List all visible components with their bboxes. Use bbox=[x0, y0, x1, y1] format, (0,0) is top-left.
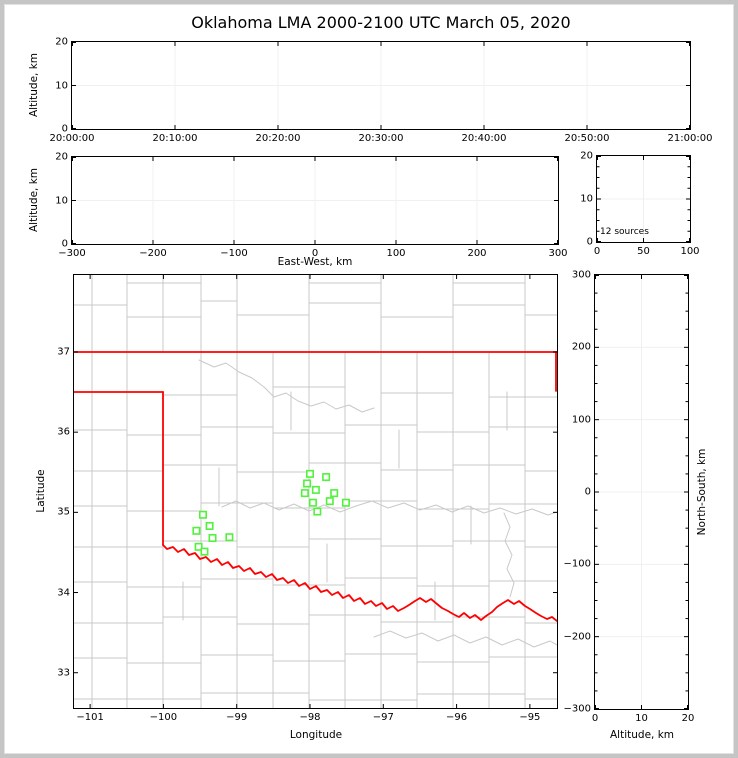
lma-station-marker bbox=[308, 498, 317, 507]
panel-altitude-eastwest bbox=[71, 156, 559, 245]
tick-label: 0 bbox=[593, 246, 601, 257]
tick-label: 20:30:00 bbox=[358, 133, 404, 144]
lma-station-marker bbox=[300, 489, 309, 498]
tick-label: 100 bbox=[386, 248, 406, 259]
tick-label: −100 bbox=[220, 248, 248, 259]
tick-label: −100 bbox=[149, 712, 178, 723]
tick-label: −300 bbox=[563, 703, 591, 715]
tick-label: −95 bbox=[519, 712, 541, 723]
tick-label: −100 bbox=[563, 558, 591, 570]
tick-label: −200 bbox=[563, 630, 591, 642]
tick-label: 10 bbox=[55, 79, 68, 91]
axis-label-altitude-bottom: Altitude, km bbox=[609, 729, 675, 741]
tick-label: 0 bbox=[61, 123, 68, 135]
tick-label: 300 bbox=[548, 248, 568, 259]
tick-label: 0 bbox=[61, 238, 68, 250]
tick-label: 20 bbox=[580, 150, 593, 162]
tick-label: 0 bbox=[311, 248, 319, 259]
tick-label: 100 bbox=[680, 246, 700, 257]
source-count-annotation: 12 sources bbox=[600, 227, 649, 237]
tick-label: −99 bbox=[226, 712, 248, 723]
panel-altitude-time bbox=[71, 41, 691, 130]
river-line bbox=[503, 512, 515, 598]
tick-label: 20:00:00 bbox=[49, 133, 95, 144]
lma-station-marker bbox=[194, 542, 203, 551]
lma-station-marker bbox=[306, 469, 315, 478]
tick-label: −300 bbox=[58, 248, 86, 259]
figure-title: Oklahoma LMA 2000-2100 UTC March 05, 202… bbox=[191, 13, 571, 32]
tick-label: 34 bbox=[57, 586, 70, 598]
lma-station-marker bbox=[225, 533, 234, 542]
panel-northsouth-altitude bbox=[594, 274, 689, 710]
lma-station-marker bbox=[341, 498, 350, 507]
ns_height-plot-canvas bbox=[595, 275, 688, 709]
tick-label: 300 bbox=[571, 269, 591, 281]
lma-station-marker bbox=[311, 485, 320, 494]
tick-label: 20:40:00 bbox=[461, 133, 507, 144]
tick-label: 50 bbox=[637, 246, 650, 257]
plan_view-plot-canvas bbox=[74, 275, 557, 708]
tick-label: 20 bbox=[55, 36, 68, 48]
state-border-red-river bbox=[162, 544, 557, 622]
tick-label: −96 bbox=[446, 712, 468, 723]
tick-label: 200 bbox=[467, 248, 487, 259]
river-line bbox=[373, 630, 557, 648]
tick-label: 10 bbox=[55, 194, 68, 206]
lma-station-marker bbox=[198, 510, 207, 519]
tick-label: 10 bbox=[635, 713, 648, 724]
river-line bbox=[198, 359, 375, 413]
tick-label: −101 bbox=[76, 712, 104, 723]
lma-station-marker bbox=[200, 547, 209, 556]
tick-label: 33 bbox=[57, 666, 70, 678]
tick-label: 20 bbox=[681, 713, 695, 724]
tick-label: 21:00:00 bbox=[667, 133, 713, 144]
axis-label-northsouth: North-South, km bbox=[696, 448, 708, 536]
tick-label: 0 bbox=[586, 236, 593, 248]
lma-station-marker bbox=[313, 507, 322, 516]
tick-label: 0 bbox=[591, 713, 599, 724]
tick-label: 36 bbox=[57, 426, 70, 438]
tick-label: −97 bbox=[372, 712, 394, 723]
lma-station-marker bbox=[325, 497, 334, 506]
lma-station-marker bbox=[205, 521, 214, 530]
histogram-plot-canvas bbox=[597, 156, 690, 242]
tick-label: −200 bbox=[139, 248, 167, 259]
axis-label-eastwest: East-West, km bbox=[277, 256, 353, 268]
lma-station-marker bbox=[208, 534, 217, 543]
panel-source-histogram bbox=[596, 155, 691, 243]
tick-label: 20 bbox=[55, 151, 68, 163]
lma-station-marker bbox=[192, 526, 201, 535]
axis-label-longitude: Longitude bbox=[289, 729, 343, 741]
lma-station-marker bbox=[322, 473, 331, 482]
tick-label: 20:20:00 bbox=[255, 133, 301, 144]
tick-label: 35 bbox=[57, 506, 70, 518]
tick-label: −98 bbox=[299, 712, 321, 723]
tick-label: 0 bbox=[584, 486, 591, 498]
river-line bbox=[221, 500, 557, 516]
time_height-plot-canvas bbox=[72, 42, 690, 129]
lma-station-marker bbox=[303, 479, 312, 488]
tick-label: 20:10:00 bbox=[152, 133, 198, 144]
tick-label: 10 bbox=[580, 193, 593, 205]
panel-plan-view-map bbox=[73, 274, 558, 709]
tick-label: 200 bbox=[571, 341, 591, 353]
lma-station-marker bbox=[330, 489, 339, 498]
tick-label: 100 bbox=[571, 413, 591, 425]
tick-label: 20:50:00 bbox=[564, 133, 610, 144]
ew_height-plot-canvas bbox=[72, 157, 558, 244]
tick-label: 37 bbox=[57, 346, 70, 358]
